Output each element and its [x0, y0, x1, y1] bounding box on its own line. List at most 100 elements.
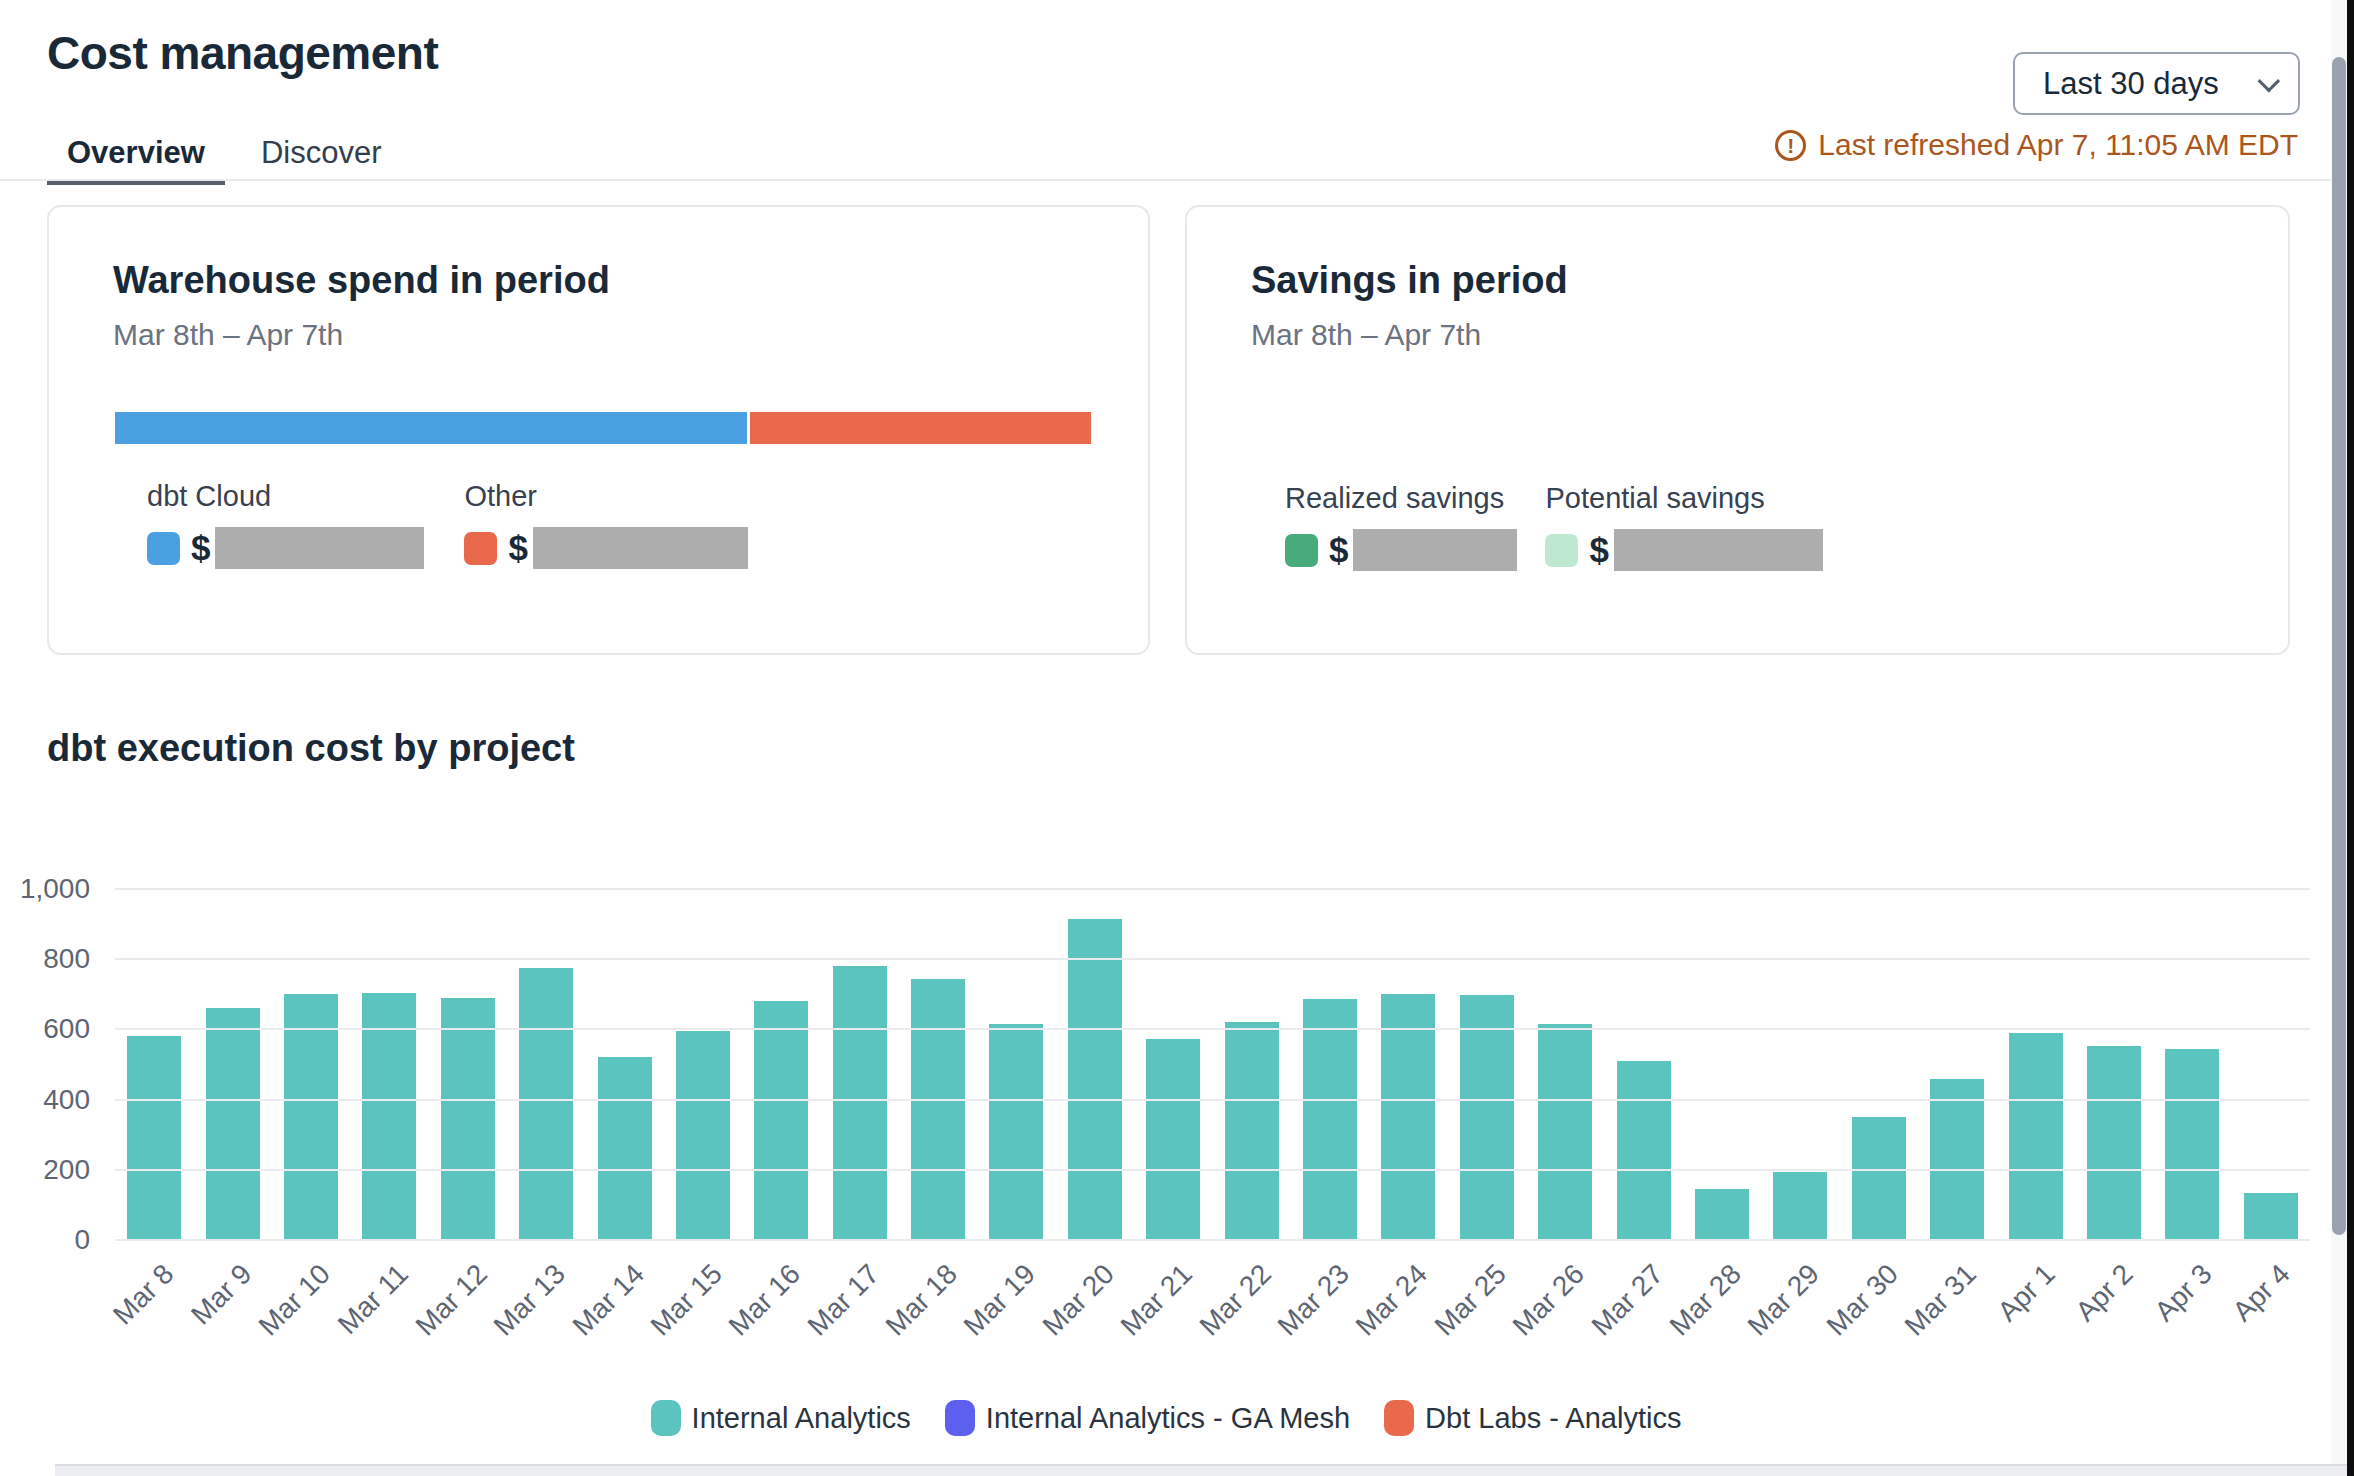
legend-label: Realized savings	[1285, 482, 1517, 515]
x-tick-label: Mar 9	[185, 1258, 258, 1331]
bar-slot	[664, 889, 742, 1240]
x-label-slot: Mar 11	[350, 1252, 428, 1362]
bar-slot	[585, 889, 663, 1240]
x-label-slot: Mar 27	[1604, 1252, 1682, 1362]
x-label-slot: Mar 21	[1134, 1252, 1212, 1362]
chart-bar-mar-25[interactable]	[1460, 995, 1514, 1240]
bar-chart-bars	[115, 889, 2310, 1240]
redacted-value	[533, 527, 748, 569]
chart-bar-mar-9[interactable]	[206, 1008, 260, 1240]
warehouse-stacked-bar	[115, 412, 1091, 444]
x-label-slot: Apr 4	[2232, 1252, 2310, 1362]
bar-slot	[1683, 889, 1761, 1240]
x-tick-label: Apr 2	[2070, 1258, 2140, 1328]
chart-bar-mar-31[interactable]	[1930, 1079, 1984, 1240]
date-range-dropdown[interactable]: Last 30 days	[2013, 52, 2300, 115]
card-period: Mar 8th – Apr 7th	[1251, 318, 2224, 352]
chart-bar-mar-10[interactable]	[284, 994, 338, 1240]
x-label-slot: Mar 13	[507, 1252, 585, 1362]
redacted-value	[1614, 529, 1823, 571]
chart-bar-apr-1[interactable]	[2009, 1033, 2063, 1240]
horizontal-scrollbar-track[interactable]	[55, 1464, 2347, 1476]
x-label-slot: Mar 25	[1448, 1252, 1526, 1362]
gridline	[115, 1239, 2310, 1241]
chart-bar-mar-29[interactable]	[1773, 1172, 1827, 1240]
chart-bar-apr-3[interactable]	[2165, 1049, 2219, 1240]
chart-bar-mar-26[interactable]	[1538, 1024, 1592, 1240]
chart-bar-mar-20[interactable]	[1068, 919, 1122, 1240]
x-label-slot: Mar 28	[1683, 1252, 1761, 1362]
y-tick-label: 1,000	[0, 873, 90, 905]
chart-bar-mar-19[interactable]	[989, 1024, 1043, 1240]
legend-item-potential-savings: Potential savings$	[1545, 482, 1822, 571]
bar-slot	[429, 889, 507, 1240]
chart-bar-mar-12[interactable]	[441, 998, 495, 1240]
x-label-slot: Apr 2	[2075, 1252, 2153, 1362]
chart-legend-label: Dbt Labs - Analytics	[1425, 1402, 1681, 1435]
x-label-slot: Mar 22	[1212, 1252, 1290, 1362]
chart-bar-mar-16[interactable]	[754, 1001, 808, 1240]
y-tick-label: 800	[0, 943, 90, 975]
redacted-value	[215, 527, 424, 569]
chevron-down-icon	[2258, 69, 2281, 92]
screen-right-edge	[2347, 0, 2354, 1476]
savings-legend: Realized savings$ Potential savings$	[1285, 482, 2224, 571]
x-label-slot: Mar 29	[1761, 1252, 1839, 1362]
bar-slot	[272, 889, 350, 1240]
bar-slot	[1526, 889, 1604, 1240]
chart-bar-mar-28[interactable]	[1695, 1189, 1749, 1240]
bar-slot	[1918, 889, 1996, 1240]
tab-overview[interactable]: Overview	[47, 134, 225, 185]
page-title: Cost management	[47, 26, 438, 80]
chart-bar-mar-23[interactable]	[1303, 999, 1357, 1240]
bar-slot	[350, 889, 428, 1240]
chart-bar-mar-24[interactable]	[1381, 994, 1435, 1240]
legend-label: dbt Cloud	[147, 480, 424, 513]
chart-bar-mar-22[interactable]	[1225, 1022, 1279, 1240]
chart-bar-apr-2[interactable]	[2087, 1046, 2141, 1240]
currency-symbol: $	[191, 528, 210, 568]
legend-item-dbt-cloud: dbt Cloud $	[147, 480, 424, 569]
chart-bar-mar-18[interactable]	[911, 979, 965, 1240]
chart-legend-item-internal-analytics-ga-mesh[interactable]: Internal Analytics - GA Mesh	[945, 1400, 1350, 1436]
chart-bar-mar-15[interactable]	[676, 1031, 730, 1240]
legend-color-swatch-icon	[1545, 534, 1578, 567]
x-label-slot: Mar 16	[742, 1252, 820, 1362]
chart-bar-mar-8[interactable]	[127, 1036, 181, 1240]
warehouse-spend-card: Warehouse spend in period Mar 8th – Apr …	[47, 205, 1150, 655]
x-label-slot: Mar 19	[977, 1252, 1055, 1362]
chart-legend-label: Internal Analytics	[692, 1402, 911, 1435]
gridline	[115, 958, 2310, 960]
tabs: Overview Discover	[47, 134, 417, 185]
date-range-value: Last 30 days	[2043, 66, 2219, 102]
chart-legend-item-dbt-labs-analytics[interactable]: Dbt Labs - Analytics	[1384, 1400, 1681, 1436]
legend-item-realized-savings: Realized savings$	[1285, 482, 1517, 571]
chart-bar-apr-4[interactable]	[2244, 1193, 2298, 1240]
chart-bar-mar-14[interactable]	[598, 1057, 652, 1240]
legend-color-swatch-icon	[945, 1400, 975, 1436]
stacked-bar-segment-other	[750, 412, 1091, 444]
bar-slot	[115, 889, 193, 1240]
legend-color-swatch-icon	[464, 532, 497, 565]
vertical-scrollbar-thumb[interactable]	[2332, 57, 2346, 1235]
legend-color-swatch-icon	[651, 1400, 681, 1436]
chart-bar-mar-30[interactable]	[1852, 1117, 1906, 1240]
y-tick-label: 0	[0, 1224, 90, 1256]
bar-slot	[2075, 889, 2153, 1240]
x-label-slot: Mar 30	[1840, 1252, 1918, 1362]
chart-bar-mar-21[interactable]	[1146, 1039, 1200, 1240]
bar-slot	[1212, 889, 1290, 1240]
chart-bar-mar-27[interactable]	[1617, 1061, 1671, 1240]
bar-slot	[1134, 889, 1212, 1240]
chart-legend-item-internal-analytics[interactable]: Internal Analytics	[651, 1400, 911, 1436]
tab-discover[interactable]: Discover	[241, 134, 402, 185]
chart-bar-mar-17[interactable]	[833, 966, 887, 1240]
legend-label: Other	[464, 480, 747, 513]
bar-chart-plot: 02004006008001,000	[115, 889, 2310, 1240]
gridline	[115, 1028, 2310, 1030]
bar-slot	[1761, 889, 1839, 1240]
bar-slot	[1369, 889, 1447, 1240]
x-label-slot: Mar 20	[1056, 1252, 1134, 1362]
chart-bar-mar-13[interactable]	[519, 968, 573, 1240]
bar-slot	[2153, 889, 2231, 1240]
